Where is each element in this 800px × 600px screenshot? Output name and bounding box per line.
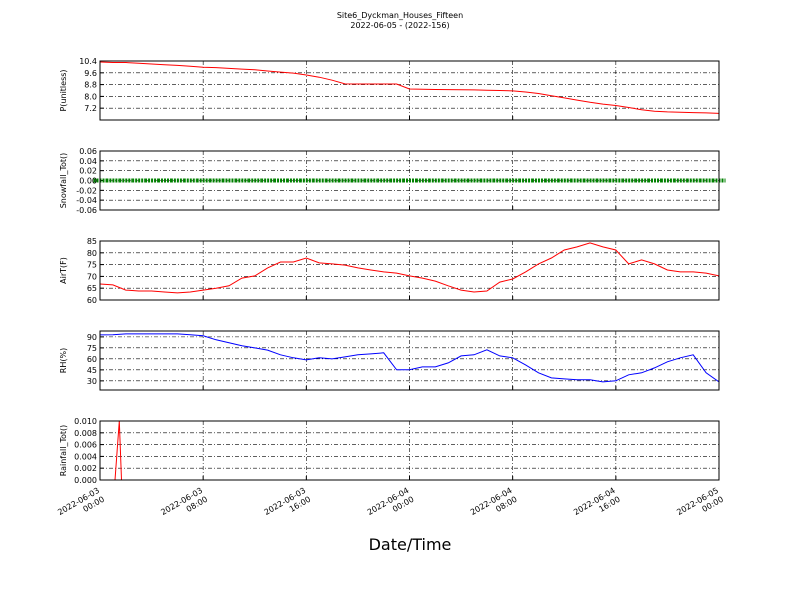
y-tick-label: 0.00 — [79, 177, 97, 186]
y-tick-label: -0.04 — [76, 196, 97, 205]
y-tick-label: 9.6 — [84, 69, 97, 78]
data-line — [99, 333, 720, 383]
data-line — [99, 242, 720, 294]
y-axis-label: P(unitless) — [59, 69, 68, 111]
subtitle: 2022-06-05 - (2022-156) — [350, 21, 449, 30]
data-line — [99, 61, 720, 114]
axes-frame — [99, 150, 720, 211]
y-tick-label: 10.4 — [79, 57, 97, 66]
y-tick-label: 0.008 — [74, 429, 97, 438]
y-tick-label: 0.004 — [74, 452, 97, 461]
y-tick-label: 85 — [87, 237, 97, 246]
y-tick-label: -0.02 — [76, 186, 97, 195]
x-tick-label: 2022-06-0416:00 — [572, 486, 622, 526]
y-axis-label: Snowfall_Tot() — [59, 153, 68, 209]
y-tick-label: 7.2 — [84, 104, 97, 113]
y-tick-label: 0.06 — [79, 147, 97, 156]
axes-frame — [99, 240, 720, 301]
y-tick-label: 45 — [87, 366, 97, 375]
y-tick-label: 0.006 — [74, 441, 97, 450]
y-axis-label: RH(%) — [59, 348, 68, 373]
y-tick-label: 0.000 — [74, 476, 97, 485]
y-tick-label: 0.002 — [74, 464, 97, 473]
axes-frame — [99, 60, 720, 121]
x-axis-label: Date/Time — [369, 535, 452, 554]
x-tick-label: 2022-06-0500:00 — [675, 486, 725, 526]
x-tick-label: 2022-06-0308:00 — [159, 486, 209, 526]
y-tick-label: -0.06 — [76, 206, 97, 215]
y-tick-label: 60 — [87, 296, 97, 305]
y-tick-label: 65 — [87, 284, 97, 293]
x-tick-label: 2022-06-0316:00 — [263, 486, 313, 526]
x-tick-label: 2022-06-0408:00 — [469, 486, 519, 526]
axes-frame — [99, 420, 720, 481]
y-tick-label: 75 — [87, 344, 97, 353]
y-tick-label: 70 — [87, 272, 97, 281]
x-tick-label: 2022-06-0300:00 — [56, 486, 106, 526]
y-tick-label: 90 — [87, 333, 97, 342]
y-tick-label: 80 — [87, 249, 97, 258]
y-axis-label: Rainfall_Tot() — [59, 425, 68, 477]
title: Site6_Dyckman_Houses_Fifteen — [337, 11, 463, 20]
y-tick-label: 0.02 — [79, 167, 97, 176]
y-axis-label: AirT(F) — [59, 257, 68, 284]
y-tick-label: 0.04 — [79, 157, 97, 166]
y-tick-label: 30 — [87, 377, 97, 386]
y-tick-label: 0.010 — [74, 417, 97, 426]
y-tick-label: 8.0 — [84, 92, 97, 101]
y-tick-label: 75 — [87, 261, 97, 270]
axes-frame — [99, 330, 720, 391]
x-tick-label: 2022-06-0400:00 — [366, 486, 416, 526]
y-tick-label: 60 — [87, 355, 97, 364]
y-tick-label: 8.8 — [84, 81, 97, 90]
